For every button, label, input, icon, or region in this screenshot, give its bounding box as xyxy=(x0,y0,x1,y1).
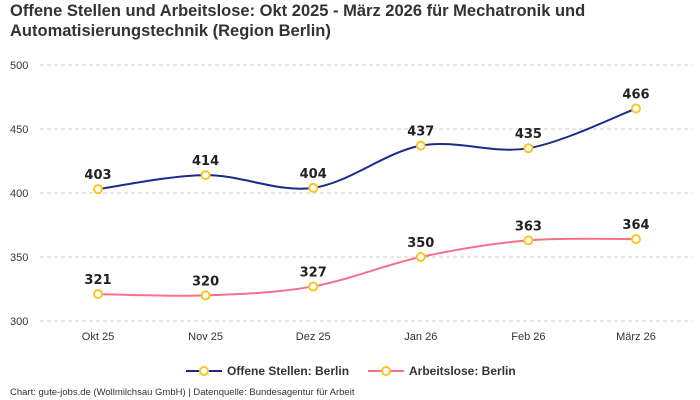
data-point xyxy=(523,235,534,246)
series-line xyxy=(97,107,637,191)
data-label: 466 xyxy=(622,88,649,103)
data-point xyxy=(415,252,426,262)
data-point xyxy=(93,184,103,195)
legend-marker xyxy=(199,366,209,376)
y-tick-label: 500 xyxy=(10,60,28,72)
x-tick-label: Feb 26 xyxy=(511,331,545,343)
legend-label: Arbeitslose: Berlin xyxy=(409,364,516,378)
data-point xyxy=(523,143,534,154)
y-tick-label: 300 xyxy=(10,316,28,328)
data-point xyxy=(308,281,319,292)
data-label: 327 xyxy=(300,265,327,280)
x-tick-label: Okt 25 xyxy=(82,331,114,343)
data-label: 404 xyxy=(300,167,327,182)
data-point xyxy=(631,234,641,245)
data-label: 414 xyxy=(192,154,219,169)
data-point xyxy=(93,289,103,300)
chart-title: Offene Stellen und Arbeitslose: Okt 2025… xyxy=(10,2,586,40)
data-point xyxy=(631,103,641,114)
data-point xyxy=(200,170,211,181)
data-label: 403 xyxy=(84,168,111,183)
x-tick-label: März 26 xyxy=(616,331,656,343)
data-point xyxy=(415,140,426,151)
y-tick-label: 400 xyxy=(10,188,28,200)
x-tick-label: Dez 25 xyxy=(296,331,331,343)
data-label: 320 xyxy=(192,274,219,289)
chart-credits: Chart: gute-jobs.de (Wollmilchsau GmbH) … xyxy=(10,387,355,398)
x-tick-label: Jan 26 xyxy=(404,331,437,343)
data-label: 364 xyxy=(622,218,649,233)
data-label: 363 xyxy=(515,219,542,234)
data-point xyxy=(308,182,319,193)
legend-label: Offene Stellen: Berlin xyxy=(227,364,349,378)
y-tick-label: 350 xyxy=(10,252,28,264)
legend-marker xyxy=(381,366,391,376)
data-point xyxy=(200,290,211,301)
data-label: 437 xyxy=(407,125,434,140)
series-line xyxy=(97,237,637,297)
data-label: 435 xyxy=(515,127,542,142)
y-tick-label: 450 xyxy=(10,124,28,136)
data-label: 321 xyxy=(84,273,111,288)
x-tick-label: Nov 25 xyxy=(188,331,223,343)
data-label: 350 xyxy=(407,236,434,251)
